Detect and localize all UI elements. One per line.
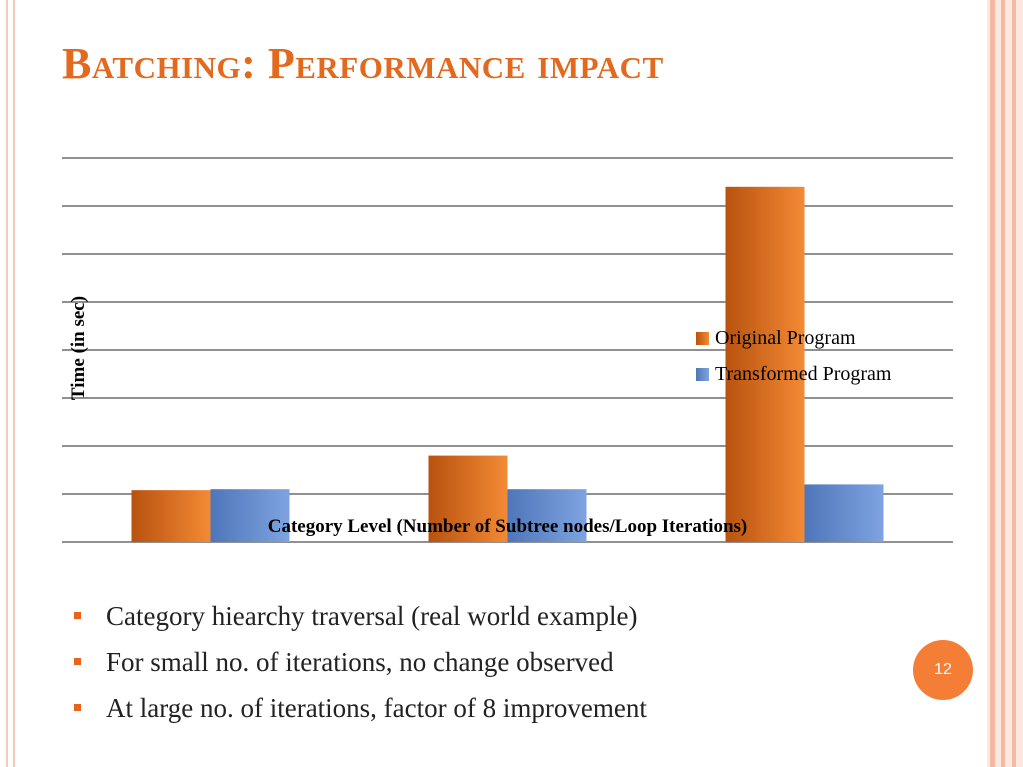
legend-label-transformed: Transformed Program [715,362,892,385]
left-decor-line [13,0,15,767]
right-decor-band [987,0,1023,767]
right-decor-stripe [1012,0,1016,767]
bullet-text: For small no. of iterations, no change o… [106,647,614,677]
legend-item-original: Original Program [696,320,891,356]
left-decor-line [6,0,8,767]
bullet-item: Category hiearchy traversal (real world … [72,596,647,642]
bullet-list: Category hiearchy traversal (real world … [72,596,647,734]
bar-transformed-3 [804,484,884,542]
y-axis-label-wrap: Time (in sec) [62,228,96,468]
bar-transformed-2 [507,489,587,542]
bullet-item: For small no. of iterations, no change o… [72,642,647,688]
bullet-item: At large no. of iterations, factor of 8 … [72,688,647,734]
right-decor-stripe [990,0,995,767]
bar-original-1 [131,490,211,542]
bullet-marker-icon [74,658,81,665]
bullet-text: At large no. of iterations, factor of 8 … [106,693,647,723]
bar-transformed-1 [210,489,290,542]
right-decor-stripe [1001,0,1005,767]
legend-label-original: Original Program [715,326,856,349]
y-axis-label: Time (in sec) [68,295,89,401]
bar-original-3 [725,186,805,543]
page-number-badge: 12 [913,640,973,700]
x-axis-label: Category Level (Number of Subtree nodes/… [267,516,748,537]
bullet-text: Category hiearchy traversal (real world … [106,601,638,631]
legend-item-transformed: Transformed Program [696,356,891,392]
bullet-marker-icon [74,612,81,619]
legend-swatch-original [696,331,709,345]
bar-original-2 [428,455,508,542]
legend-swatch-transformed [696,367,709,381]
bullet-marker-icon [74,704,81,711]
slide-title: Batching: Performance impact [62,39,664,88]
chart-legend: Original Program Transformed Program [696,320,891,392]
